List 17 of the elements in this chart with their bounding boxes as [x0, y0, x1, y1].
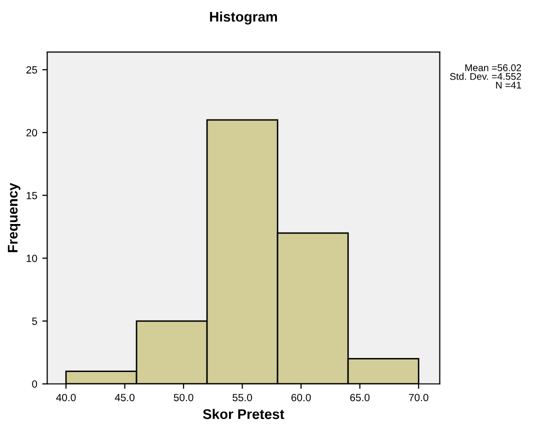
x-tick-label: 60.0	[291, 394, 311, 402]
y-tick-label: 15	[26, 192, 38, 200]
x-tick-label: 65.0	[350, 394, 370, 402]
y-tick-label: 5	[32, 318, 38, 325]
y-tick-label: 10	[26, 254, 38, 262]
text: Mean =56.02 Std. Dev. =4.552 N =41	[450, 64, 522, 89]
x-tick-label: 55.0	[232, 394, 252, 402]
x-tick-label: 70.0	[408, 394, 428, 402]
x-tick-label: 50.0	[174, 394, 194, 402]
y-tick-label: 25	[26, 66, 38, 74]
y-tick-label: 20	[26, 129, 38, 136]
x-axis-title: Skor Pretest	[202, 408, 284, 420]
y-tick-label: 0	[32, 380, 38, 388]
x-tick-label: 40.0	[56, 394, 76, 402]
y-axis-title: Frequency	[8, 182, 20, 252]
chart-title: Histogram	[210, 11, 277, 24]
x-tick-label: 45.0	[114, 394, 135, 402]
